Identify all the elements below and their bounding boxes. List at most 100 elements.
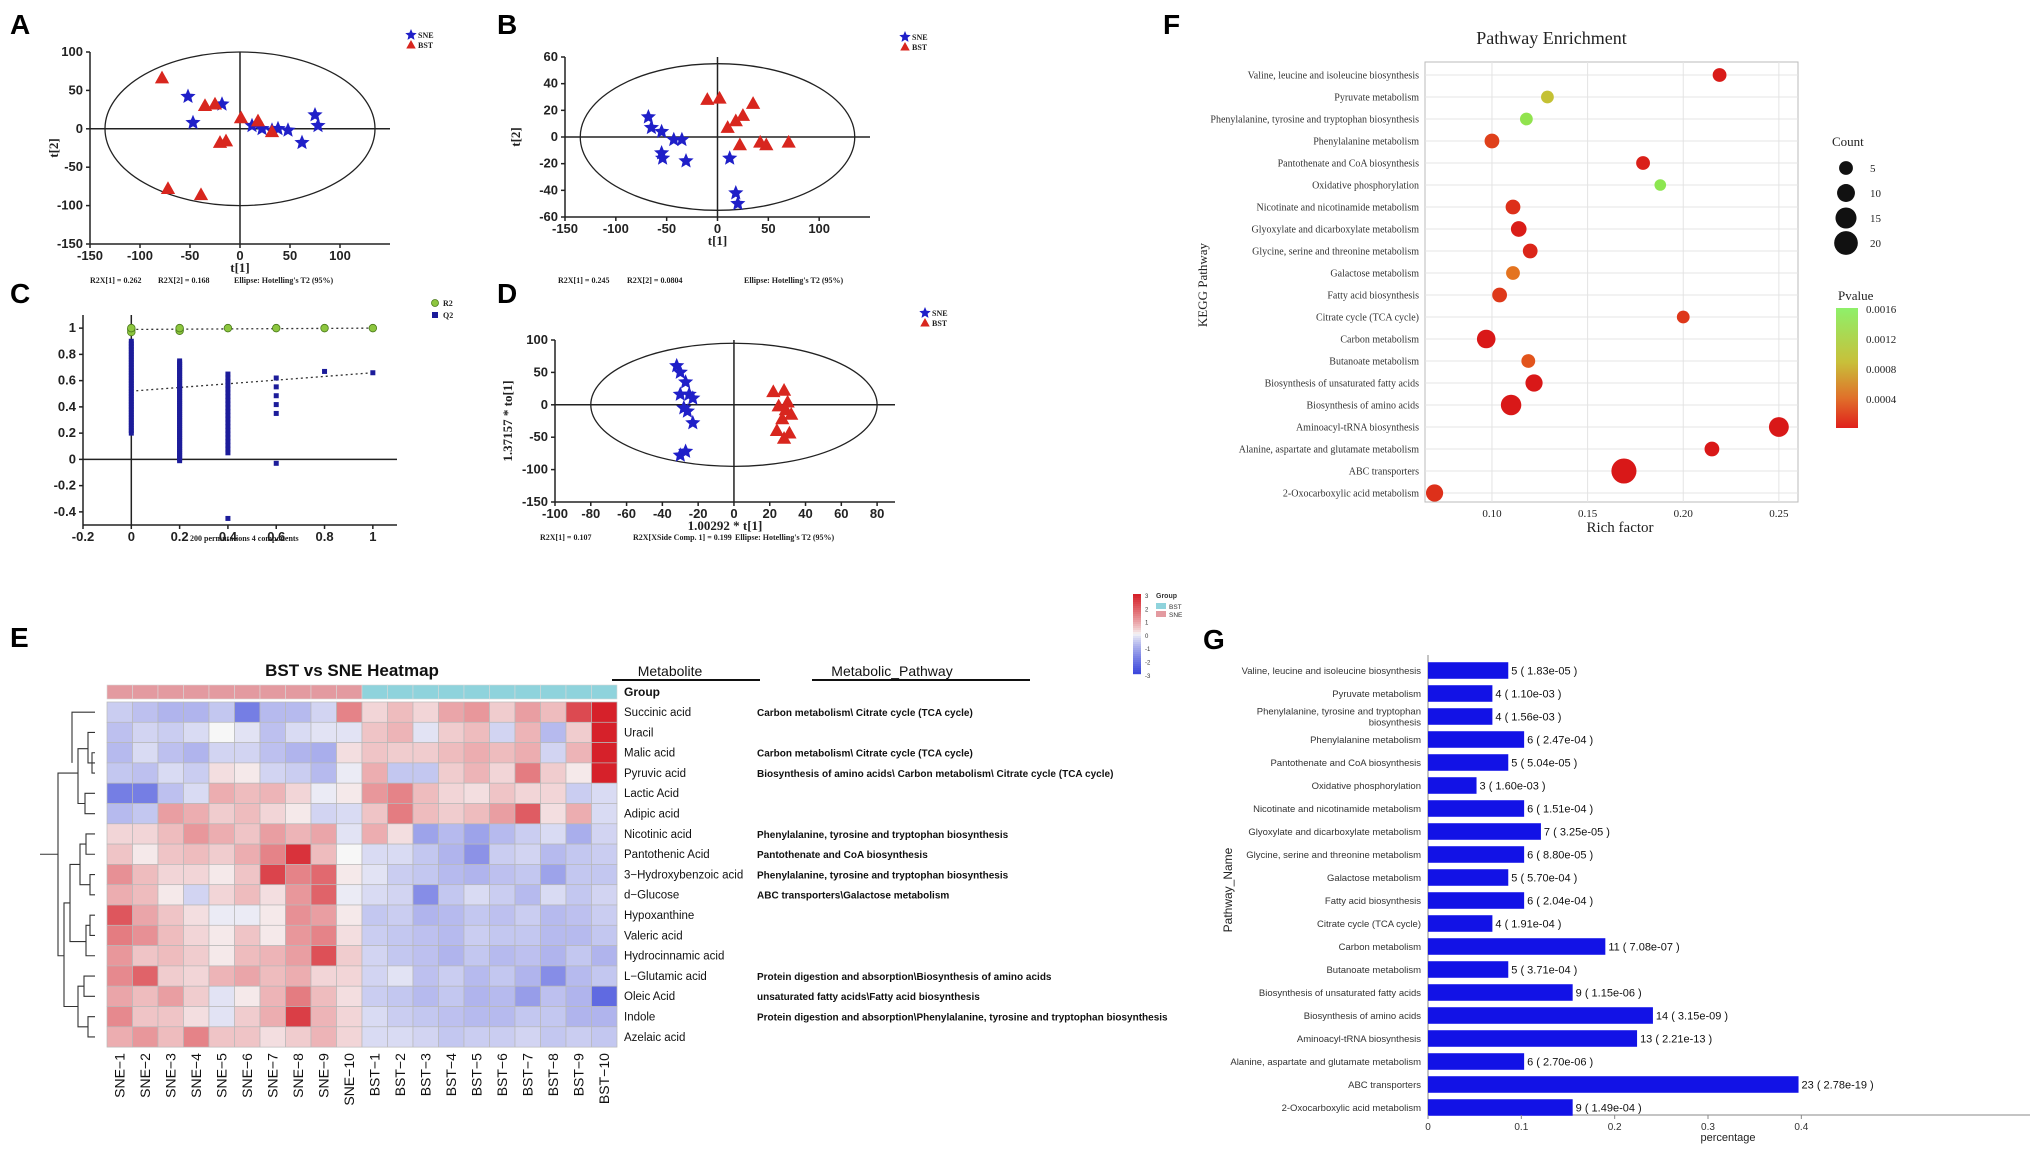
x-tick-label: 0 — [714, 221, 721, 236]
heatmap-cell — [132, 762, 159, 784]
q2-permutation-point — [128, 370, 134, 376]
scale-tick-label: 2 — [1145, 607, 1149, 613]
pathway-label: Valine, leucine and isoleucine biosynthe… — [1242, 666, 1422, 677]
heatmap-cell — [259, 762, 286, 784]
bst-point — [250, 113, 266, 127]
legend-bst-label: BST — [932, 319, 948, 328]
sne-point — [678, 443, 694, 458]
y-tick-label: 0 — [551, 129, 558, 144]
heatmap-cell — [234, 985, 261, 1007]
heatmap-cell — [361, 945, 388, 967]
sne-point — [307, 107, 323, 122]
sne-point — [185, 114, 201, 130]
sne-point — [728, 185, 744, 200]
heatmap-cell — [540, 884, 567, 906]
heatmap-cell — [157, 904, 184, 926]
scale-swatch — [1133, 602, 1141, 605]
heatmap-cell — [565, 884, 592, 906]
heatmap-cell — [259, 965, 286, 987]
panel-g: G Valine, leucine and isoleucine biosynth… — [1203, 624, 2030, 1144]
heatmap-cell — [387, 762, 414, 784]
group-strip-cell — [591, 684, 618, 700]
heatmap-cell — [259, 1006, 286, 1028]
bar-value-label: 6 ( 1.51e-04 ) — [1527, 804, 1593, 816]
size-legend-label: 5 — [1870, 163, 1876, 175]
percentage-bar — [1428, 1099, 1573, 1116]
scale-swatch — [1133, 622, 1141, 625]
heatmap-cell — [336, 945, 363, 967]
heatmap-cell — [361, 803, 388, 825]
heatmap-cell — [259, 924, 286, 946]
scale-swatch — [1133, 614, 1141, 617]
q2-permutation-point — [273, 375, 279, 381]
heatmap-cell — [285, 762, 312, 784]
heatmap-cell — [361, 721, 388, 743]
x-axis-label: 1.00292 * t[1] — [688, 518, 763, 533]
sne-point — [685, 414, 701, 430]
metabolite-label: Uracil — [624, 727, 653, 739]
pathway-label: Carbon metabolism\ Citrate cycle (TCA cy… — [757, 708, 973, 719]
enrichment-bubble — [1476, 329, 1496, 349]
x-tick-label: 0.1 — [1514, 1122, 1528, 1133]
q2-permutation-point — [225, 442, 231, 448]
heatmap-cell — [157, 721, 184, 743]
sne-point — [310, 117, 326, 133]
heatmap-cell — [514, 701, 541, 723]
x-tick-label: 0.10 — [1482, 508, 1502, 520]
q2-regression-line — [131, 372, 373, 392]
heatmap-cell — [106, 864, 133, 886]
heatmap-cell — [208, 782, 235, 804]
heatmap-cell — [132, 924, 159, 946]
pathway-label: Pantothenate and CoA biosynthesis — [1270, 758, 1421, 769]
heatmap-cell — [234, 1006, 261, 1028]
heatmap-cell — [514, 945, 541, 967]
group-legend-sne: SNE — [1169, 612, 1183, 619]
heatmap-cell — [387, 1026, 414, 1048]
scale-swatch — [1133, 638, 1141, 641]
heatmap-cell — [463, 701, 490, 723]
q2-permutation-point — [128, 407, 134, 412]
q2-permutation-point — [128, 362, 134, 368]
heatmap-cell — [336, 985, 363, 1007]
q2-point — [273, 460, 279, 466]
heatmap-cell — [259, 701, 286, 723]
heatmap-cell — [540, 945, 567, 967]
heatmap-cell — [157, 823, 184, 845]
q2-permutation-point — [273, 384, 279, 390]
dendrogram-branch — [89, 914, 95, 937]
heatmap-cell — [591, 742, 618, 764]
heatmap-cell — [489, 823, 516, 845]
heatmap-cell — [565, 823, 592, 845]
dendrogram-branch — [85, 833, 95, 855]
heatmap-cell — [259, 803, 286, 825]
y-axis-label: 1.37157 * to[1] — [500, 380, 515, 461]
scale-swatch — [1133, 660, 1141, 663]
q2-permutation-point — [177, 358, 183, 364]
sample-label: SNE−2 — [137, 1053, 153, 1098]
pathway-label: Glycine, serine and threonine metabolism — [1252, 247, 1419, 258]
x-axis-label: t[1] — [708, 233, 728, 248]
heatmap-cell — [438, 823, 465, 845]
heatmap-cell — [157, 803, 184, 825]
q2-permutation-point — [225, 427, 231, 433]
sample-label: BST−6 — [494, 1053, 510, 1096]
bar-value-label: 4 ( 1.56e-03 ) — [1495, 712, 1561, 724]
scale-swatch — [1133, 666, 1141, 669]
q2-permutation-point — [225, 416, 231, 422]
x-tick-label: -150 — [77, 248, 103, 263]
heatmap-cell — [106, 701, 133, 723]
heatmap-cell — [157, 762, 184, 784]
dendrogram-branch — [57, 772, 78, 936]
q2-permutation-point — [128, 414, 134, 420]
r2-point — [175, 323, 184, 333]
pathway-label: Biosynthesis of amino acids\ Carbon meta… — [757, 769, 1113, 780]
sne-point — [180, 88, 196, 103]
size-legend-bubble — [1835, 207, 1857, 229]
heatmap-cell — [106, 823, 133, 845]
heatmap-cell — [438, 864, 465, 886]
pathway-label: Nicotinate and nicotinamide metabolism — [1257, 203, 1420, 214]
sne-point — [672, 364, 688, 379]
heatmap-cell — [489, 803, 516, 825]
heatmap-cell — [540, 843, 567, 865]
heatmap-cell — [565, 701, 592, 723]
